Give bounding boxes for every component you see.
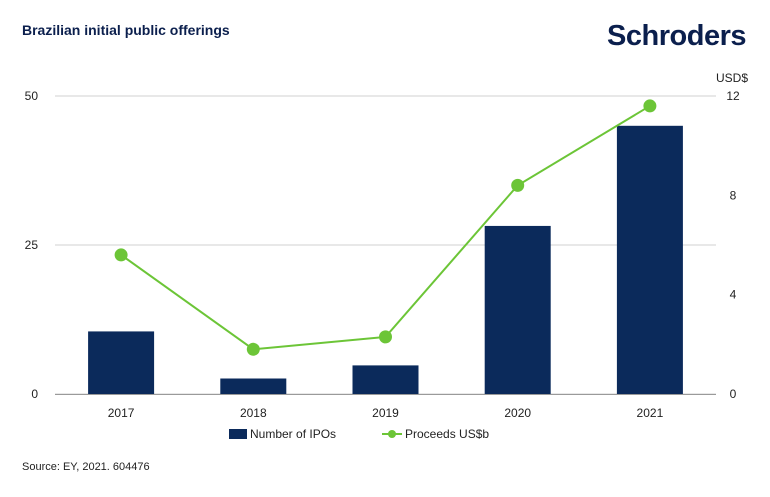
x-axis-tick-label: 2017 — [108, 406, 135, 420]
source-note: Source: EY, 2021. 604476 — [22, 461, 150, 473]
chart-title: Brazilian initial public offerings — [22, 22, 230, 38]
proceeds-point-2018 — [246, 342, 260, 356]
x-axis-tick-label: 2021 — [637, 406, 664, 420]
left-axis-tick-label: 50 — [25, 89, 39, 103]
legend-label-number-of-ipos: Number of IPOs — [250, 427, 336, 441]
proceeds-point-2020 — [511, 178, 525, 192]
proceeds-line — [120, 105, 651, 351]
proceeds-point-2019 — [379, 330, 392, 344]
bar-2021 — [616, 125, 683, 395]
right-axis-title: USD$ — [716, 71, 748, 85]
right-axis-tick-label: 0 — [730, 387, 737, 401]
legend-label-proceeds: Proceeds US$b — [405, 427, 489, 441]
schroders-logo: Schroders — [607, 20, 746, 52]
bar-2020 — [484, 225, 551, 394]
axes: 0 25 50 0 4 8 12 2017 2018 2019 2020 2021 — [25, 89, 740, 420]
proceeds-point-2021 — [643, 99, 657, 113]
bar-2019 — [352, 365, 419, 394]
right-axis-tick-label: 8 — [730, 188, 737, 202]
legend-swatch-number-of-ipos — [229, 429, 247, 439]
right-axis-tick-label: 12 — [726, 89, 740, 103]
x-axis-tick-label: 2019 — [372, 406, 399, 420]
proceeds-point-2017 — [114, 248, 128, 262]
bar-2017 — [88, 331, 155, 394]
gridlines — [55, 95, 716, 395]
bar-2018 — [220, 378, 287, 394]
legend-swatch-proceeds-marker — [388, 430, 396, 438]
line-series-proceeds — [114, 99, 657, 356]
right-axis-tick-label: 4 — [730, 288, 737, 302]
legend: Number of IPOs Proceeds US$b — [229, 427, 489, 441]
x-axis-tick-label: 2018 — [240, 406, 267, 420]
left-axis-tick-label: 0 — [31, 387, 38, 401]
left-axis-tick-label: 25 — [25, 238, 39, 252]
bar-series-number-of-ipos — [88, 125, 683, 395]
x-axis-tick-label: 2020 — [504, 406, 531, 420]
